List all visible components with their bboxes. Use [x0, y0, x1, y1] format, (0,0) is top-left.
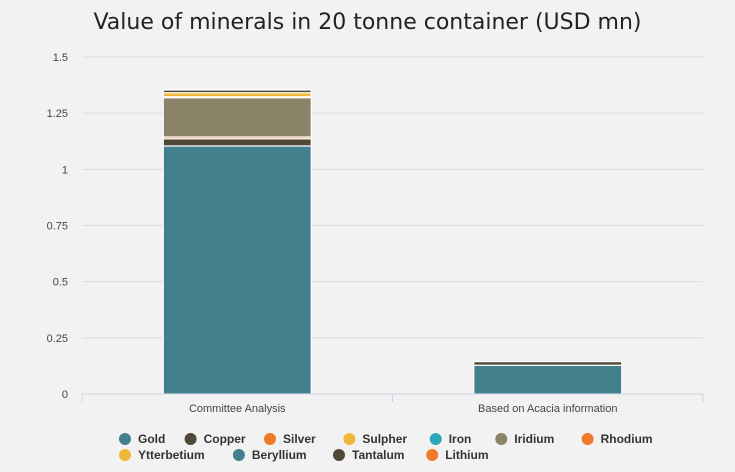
legend: Gold Copper Silver Sulpher Iron Iridium Rhodiu… — [119, 432, 653, 462]
legend-item-iron[interactable]: Iron — [429, 432, 472, 446]
bar-segment-copper[interactable] — [473, 361, 623, 366]
legend-item-sulpher[interactable]: Sulpher — [343, 432, 407, 446]
y-tick-label: 0 — [62, 389, 68, 401]
bar-segment-gold[interactable] — [162, 145, 312, 395]
legend-label: Sulpher — [362, 432, 407, 446]
legend-label: Ytterbetium — [138, 448, 205, 462]
legend-label: Iron — [449, 432, 472, 446]
y-tick-label: 1 — [62, 164, 68, 176]
legend-item-copper[interactable]: Copper — [184, 432, 246, 446]
legend-swatch — [119, 433, 131, 445]
legend-label: Silver — [283, 432, 316, 446]
legend-swatch — [429, 433, 442, 445]
y-tick-label: 1.5 — [53, 52, 68, 64]
legend-item-ytterbetium[interactable]: Ytterbetium — [119, 448, 205, 462]
legend-item-lithium[interactable]: Lithium — [426, 448, 489, 462]
bars — [162, 89, 623, 395]
x-category-label: Committee Analysis — [189, 403, 286, 415]
y-axis-ticks: 0 0.25 0.5 0.75 1 1.25 1.5 — [47, 52, 68, 401]
bar-segment-copper[interactable] — [162, 138, 312, 147]
legend-swatch — [581, 433, 594, 445]
legend-item-silver[interactable]: Silver — [264, 432, 316, 446]
bar-segment-iridium[interactable] — [162, 97, 312, 138]
legend-swatch — [343, 433, 356, 445]
y-tick-label: 0.25 — [47, 333, 68, 345]
bar-segment-tantalum[interactable] — [162, 89, 312, 94]
y-tick-label: 1.25 — [47, 108, 68, 120]
legend-swatch — [495, 433, 508, 445]
legend-label: Iridium — [514, 432, 554, 446]
legend-item-tantalum[interactable]: Tantalum — [333, 448, 404, 462]
legend-label: Gold — [138, 432, 165, 446]
x-axis-categories: Committee Analysis Based on Acacia inform… — [189, 403, 618, 415]
x-axis — [81, 393, 704, 402]
legend-swatch — [184, 433, 197, 445]
legend-swatch — [426, 449, 439, 461]
y-tick-label: 0.5 — [53, 277, 68, 289]
x-category-label: Based on Acacia information — [478, 403, 617, 415]
bar-segment-ytterbetium[interactable] — [162, 92, 312, 98]
legend-swatch — [333, 449, 345, 461]
legend-label: Beryllium — [252, 448, 307, 462]
legend-item-beryllium[interactable]: Beryllium — [232, 448, 307, 462]
legend-label: Tantalum — [352, 448, 404, 462]
legend-swatch — [119, 449, 131, 461]
legend-label: Rhodium — [601, 432, 653, 446]
bar-segment-gold[interactable] — [473, 364, 623, 395]
legend-swatch — [264, 433, 276, 445]
y-tick-label: 0.75 — [47, 221, 68, 233]
legend-item-iridium[interactable]: Iridium — [495, 432, 554, 446]
legend-item-gold[interactable]: Gold — [119, 432, 165, 446]
legend-label: Lithium — [445, 448, 488, 462]
legend-label: Copper — [204, 432, 246, 446]
legend-item-rhodium[interactable]: Rhodium — [581, 432, 653, 446]
legend-swatch — [232, 449, 245, 461]
chart-title: Value of minerals in 20 tonne container … — [93, 10, 642, 35]
